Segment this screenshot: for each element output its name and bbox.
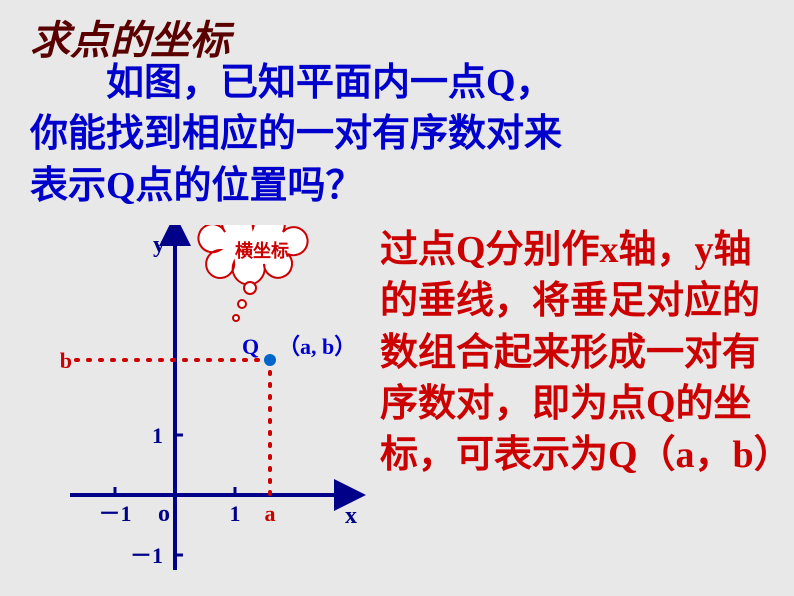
svg-text:－1: －1 <box>130 543 163 568</box>
q-line1: 如图，已知平面内一点Q， <box>106 62 554 104</box>
svg-text:a: a <box>265 501 276 526</box>
question-text: 如图，已知平面内一点Q， 你能找到相应的一对有序数对来 表示Q点的位置吗？ <box>30 58 760 212</box>
q-line2: 你能找到相应的一对有序数对来 <box>30 113 562 155</box>
q-line3: 表示Q点的位置吗？ <box>30 165 364 207</box>
svg-text:Q: Q <box>242 334 259 359</box>
svg-text:横坐标: 横坐标 <box>235 240 289 261</box>
svg-text:（a, b）: （a, b） <box>278 334 356 359</box>
svg-text:o: o <box>158 501 170 527</box>
diagram-svg: 横坐标 y x o 1 －1 1 －1 a b Q （a, b） <box>30 225 370 585</box>
svg-text:y: y <box>153 232 165 258</box>
svg-text:b: b <box>60 348 72 373</box>
explanation-text: 过点Q分别作x轴，y轴的垂线，将垂足对应的数组合起来形成一对有序数对，即为点Q的… <box>380 225 780 481</box>
svg-text:1: 1 <box>230 501 241 526</box>
svg-text:－1: －1 <box>98 501 131 526</box>
svg-text:1: 1 <box>152 423 163 448</box>
svg-text:x: x <box>345 503 357 529</box>
coordinate-diagram: 横坐标 y x o 1 －1 1 －1 a b Q （a, b） <box>30 225 370 585</box>
